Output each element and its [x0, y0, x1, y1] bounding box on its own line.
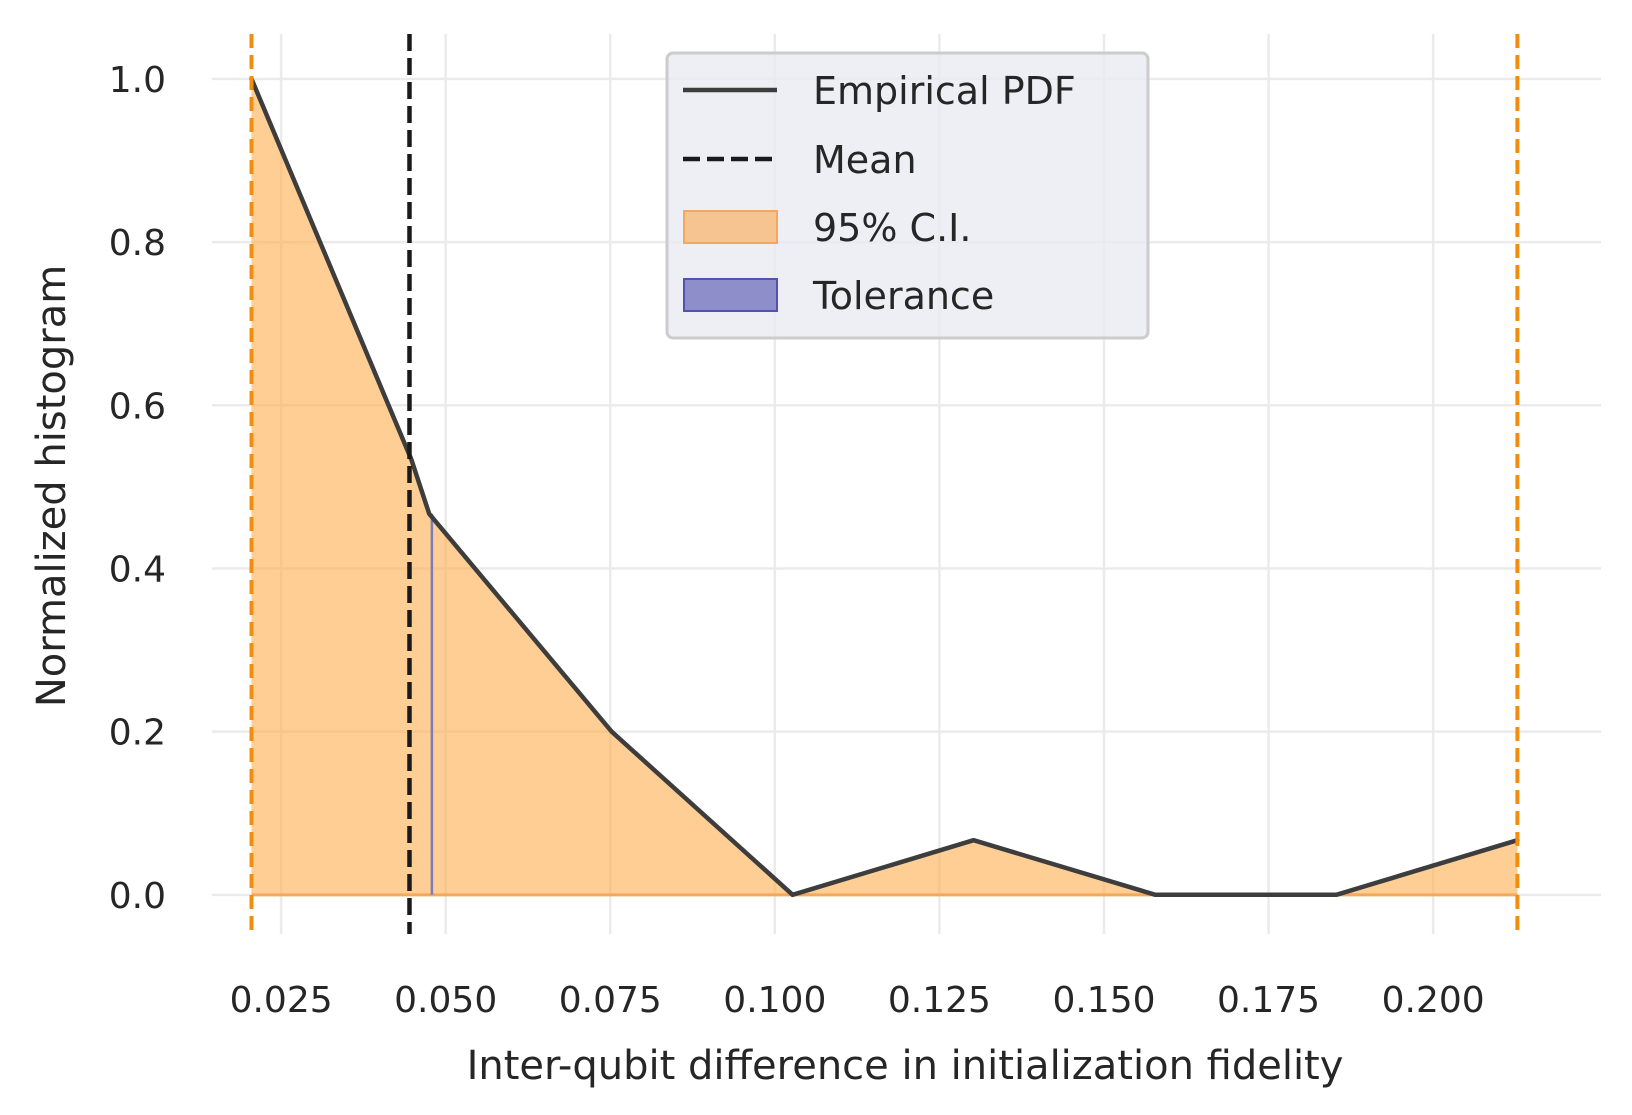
y-tick-label-0.8: 0.8 [109, 223, 166, 264]
y-tick-label-0.0: 0.0 [109, 876, 166, 917]
legend-frame [665, 51, 1150, 340]
legend-swatch-ci [683, 210, 778, 244]
x-tick-label-0.150: 0.150 [1052, 980, 1155, 1021]
x-tick-label-0.200: 0.200 [1382, 980, 1485, 1021]
vertical-lines [249, 34, 1520, 934]
confidence-interval-fill [251, 78, 1518, 895]
y-tick-label-1.0: 1.0 [109, 60, 166, 101]
tick-labels: 0.025 0.050 0.075 0.100 0.125 0.150 0.175 0.200… [109, 60, 1485, 1021]
legend-swatch-tolerance [683, 278, 778, 312]
y-tick-label-0.6: 0.6 [109, 386, 166, 427]
legend-label-ci: 95% C.I. [813, 206, 971, 250]
y-tick-label-0.4: 0.4 [109, 549, 166, 590]
x-tick-label-0.125: 0.125 [888, 980, 991, 1021]
legend-label-mean: Mean [813, 138, 917, 182]
x-tick-label-0.100: 0.100 [723, 980, 826, 1021]
legend-label-empirical-pdf: Empirical PDF [813, 69, 1076, 113]
x-tick-label-0.175: 0.175 [1217, 980, 1320, 1021]
x-tick-label-0.025: 0.025 [230, 980, 333, 1021]
x-tick-label-0.075: 0.075 [559, 980, 662, 1021]
x-axis-label: Inter-qubit difference in initialization… [467, 1043, 1344, 1089]
x-tick-label-0.050: 0.050 [394, 980, 497, 1021]
y-tick-label-0.2: 0.2 [109, 713, 166, 754]
legend-label-tolerance: Tolerance [812, 274, 994, 318]
y-axis-label: Normalized histogram [29, 265, 75, 707]
legend: Empirical PDF Mean 95% C.I. Tolerance [665, 51, 1150, 340]
